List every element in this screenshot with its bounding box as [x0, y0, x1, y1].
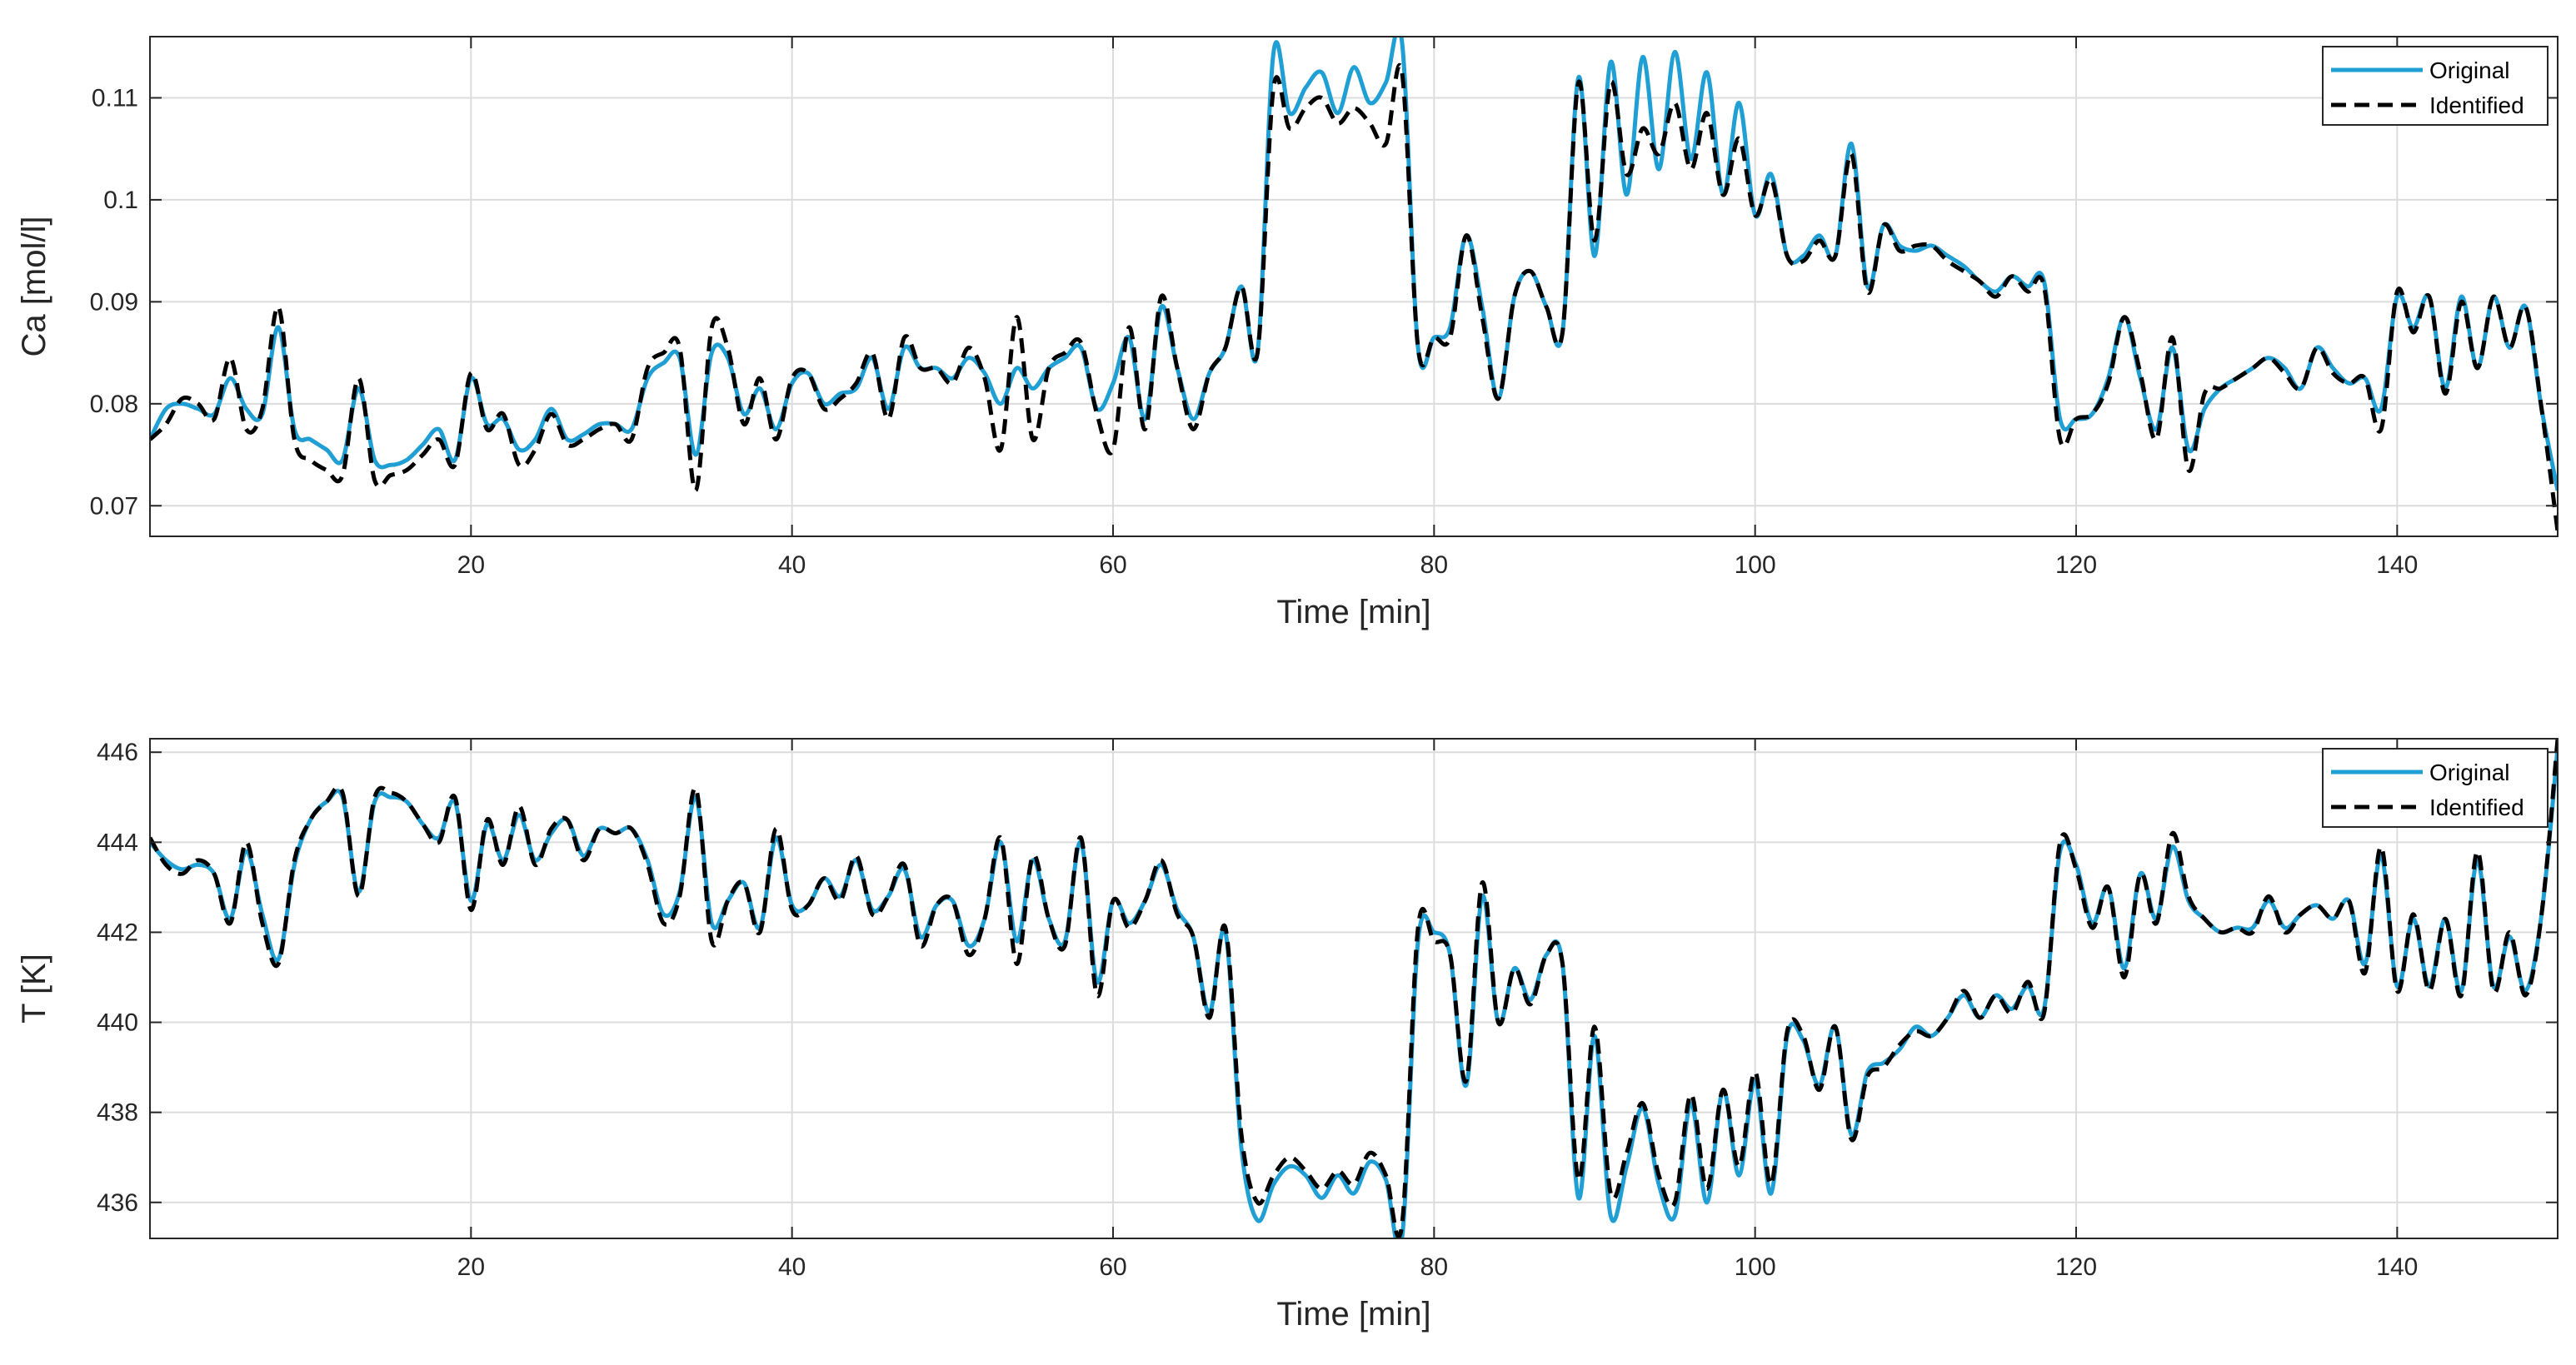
- legend-label-identified: Identified: [2429, 795, 2524, 820]
- axes-box: [149, 36, 2559, 537]
- legend-label-original: Original: [2429, 57, 2509, 83]
- legend: Original Identified: [2322, 46, 2549, 126]
- temperature-plot: 20 40 60 80 100 120 140 436 438 440 442 444 446 Time …: [16, 738, 2559, 1333]
- y-tick-label: 436: [97, 1189, 138, 1217]
- y-tick-label: 446: [97, 739, 138, 766]
- series-group: [150, 739, 2558, 1238]
- x-tick-label: 120: [2055, 551, 2097, 579]
- x-tick-label: 140: [2376, 551, 2418, 579]
- axes-box: [149, 738, 2559, 1239]
- x-axis-label: Time [min]: [1276, 1296, 1430, 1333]
- y-tick-label: 0.11: [92, 84, 138, 112]
- series-line-identified: [150, 62, 2558, 532]
- x-tick-label: 80: [1420, 1253, 1448, 1281]
- legend: Original Identified: [2322, 748, 2549, 828]
- x-tick-label: 100: [1735, 1253, 1776, 1281]
- x-tick-label: 140: [2376, 1253, 2418, 1281]
- y-axis-label: Ca [mol/l]: [16, 217, 52, 357]
- y-tick-label: 0.07: [90, 492, 138, 520]
- legend-box: [2322, 46, 2549, 126]
- legend-box: [2322, 748, 2549, 828]
- x-tick-label: 40: [778, 1253, 806, 1281]
- plot-area: [150, 739, 2558, 1238]
- x-tick-label: 20: [457, 551, 485, 579]
- plot-area: [150, 37, 2558, 536]
- y-axis-label: T [K]: [16, 954, 52, 1024]
- x-tick-label: 80: [1420, 551, 1448, 579]
- x-tick-label: 20: [457, 1253, 485, 1281]
- legend-label-original: Original: [2429, 760, 2509, 785]
- y-tick-label: 438: [97, 1099, 138, 1127]
- x-tick-label: 40: [778, 551, 806, 579]
- series-line-identified: [150, 739, 2558, 1238]
- y-tick-label: 0.09: [90, 288, 138, 316]
- x-tick-label: 120: [2055, 1253, 2097, 1281]
- series-group: [150, 37, 2558, 532]
- y-tick-label: 440: [97, 1009, 138, 1037]
- x-axis-label: Time [min]: [1276, 594, 1430, 630]
- x-tick-label: 60: [1099, 1253, 1126, 1281]
- y-tick-label: 0.1: [103, 187, 138, 214]
- y-tick-label: 444: [97, 829, 138, 856]
- x-tick-label: 60: [1099, 551, 1126, 579]
- y-tick-label: 442: [97, 919, 138, 946]
- x-tick-label: 100: [1735, 551, 1776, 579]
- ca-plot: 20 40 60 80 100 120 140 0.07 0.08 0.09 0.1 0.11 Time…: [16, 36, 2559, 630]
- legend-label-identified: Identified: [2429, 92, 2524, 118]
- y-tick-label: 0.08: [90, 391, 138, 418]
